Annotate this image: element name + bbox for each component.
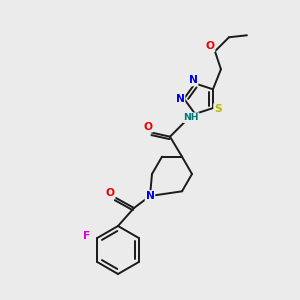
Text: N: N [146, 191, 154, 201]
Text: S: S [214, 104, 222, 114]
Text: NH: NH [183, 113, 199, 122]
Text: N: N [189, 76, 197, 85]
Text: F: F [82, 231, 90, 241]
Text: O: O [206, 41, 214, 51]
Text: O: O [143, 122, 152, 132]
Text: O: O [106, 188, 115, 198]
Text: N: N [176, 94, 184, 104]
